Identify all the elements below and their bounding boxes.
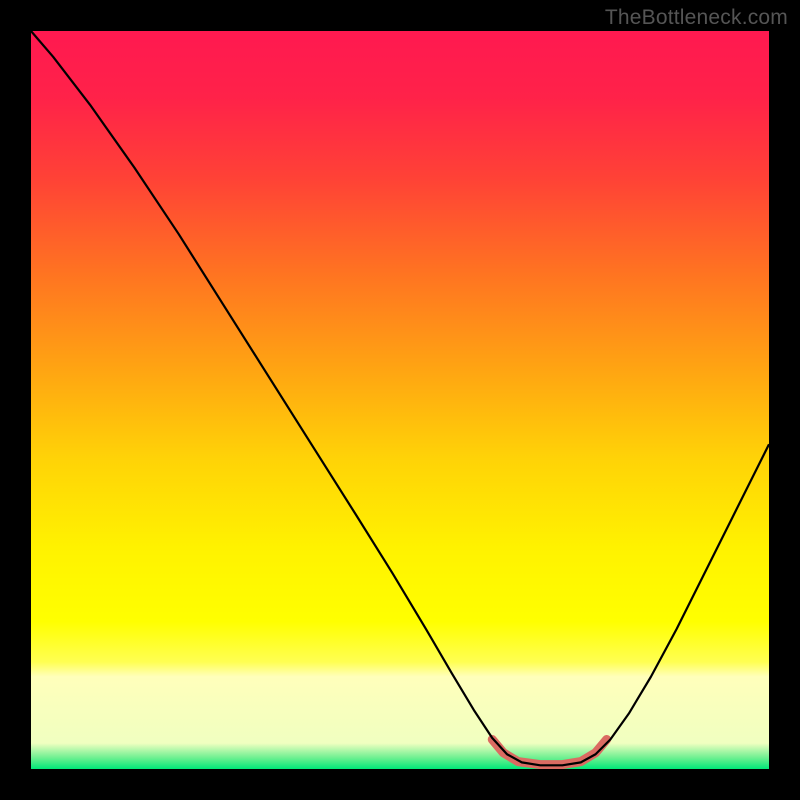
plot-svg bbox=[31, 31, 769, 769]
chart-frame: TheBottleneck.com bbox=[0, 0, 800, 800]
plot-area bbox=[31, 31, 769, 769]
watermark-text: TheBottleneck.com bbox=[605, 6, 788, 30]
gradient-background bbox=[31, 31, 769, 769]
